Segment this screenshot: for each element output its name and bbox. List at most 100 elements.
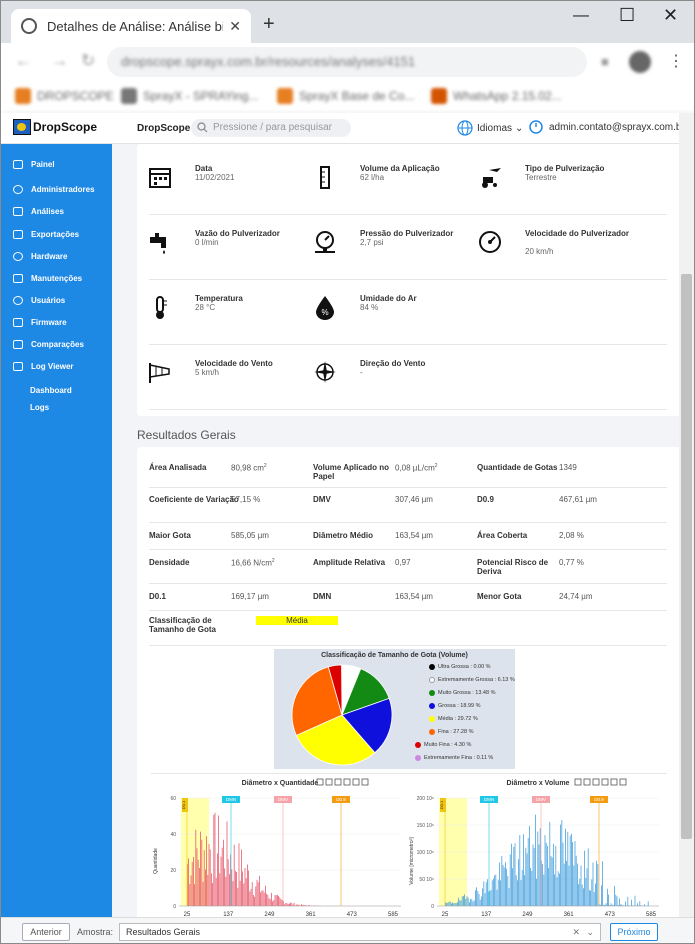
previous-button[interactable]: Anterior	[22, 923, 70, 941]
pie-legend-item[interactable]: Ultra Grossa : 0.00 %	[429, 664, 491, 670]
histogram-bar	[569, 835, 571, 906]
bookmark-item[interactable]: WhatsApp 2.15.02...	[431, 88, 562, 104]
sample-select[interactable]: Resultados Gerais ✕ ⌄	[119, 923, 601, 941]
histogram-bar	[470, 899, 471, 906]
sidebar-item-comparacoes[interactable]: Comparações	[13, 340, 84, 349]
address-bar[interactable]: dropscope.sprayx.com.br/resources/analys…	[107, 47, 587, 77]
divider	[149, 610, 667, 611]
menu-icon[interactable]	[361, 778, 369, 786]
histogram-bar	[245, 878, 247, 906]
histogram-bar	[451, 903, 452, 906]
pie-legend-item[interactable]: Média : 29.72 %	[429, 716, 478, 722]
zoom-in-icon[interactable]	[574, 778, 582, 786]
minimize-icon[interactable]: —	[573, 7, 589, 24]
language-menu[interactable]: Idiomas ⌄	[457, 120, 523, 136]
sidebar-item-log-viewer[interactable]: Log Viewer	[13, 362, 74, 371]
sidebar-item-painel[interactable]: Painel	[13, 160, 55, 169]
histogram-bar	[518, 859, 519, 906]
menu-icon[interactable]: ⋮	[668, 53, 684, 70]
results-card: Área Analisada 80,98 cm2 Volume Aplicado n…	[137, 447, 679, 917]
sidebar-item-label: Manutenções	[31, 274, 83, 283]
sidebar-item-exportacoes[interactable]: Exportações	[13, 230, 79, 239]
histogram-bar	[573, 865, 575, 906]
magnify-icon[interactable]	[592, 778, 600, 786]
sidebar-subitem-logs[interactable]: Logs	[30, 403, 50, 412]
sidebar-item-analises[interactable]: Análises	[13, 207, 64, 216]
histogram-bar	[463, 895, 464, 906]
pie-legend-item[interactable]: Extremamente Grossa : 6.13 %	[429, 677, 515, 683]
histogram-bar	[506, 868, 507, 906]
histogram-bar	[273, 900, 275, 906]
pie-legend-item[interactable]: Grossa : 18.99 %	[429, 703, 481, 709]
calendar-icon	[147, 164, 173, 190]
clear-icon[interactable]: ✕	[572, 927, 580, 937]
sidebar: Painel Administradores Análises Exportaç…	[1, 144, 112, 917]
histogram-bar	[602, 861, 603, 906]
histogram-bar	[577, 863, 578, 906]
sidebar-item-hardware[interactable]: Hardware	[13, 252, 67, 261]
menu-icon[interactable]	[619, 778, 627, 786]
extension-icon[interactable]: ■	[601, 54, 609, 69]
brand-name: DropScope	[33, 120, 98, 134]
sidebar-item-usuarios[interactable]: Usuários	[13, 296, 65, 305]
upload-icon	[13, 230, 23, 239]
result-label: DMN	[313, 592, 332, 601]
result-label: Quantidade de Gotas	[477, 463, 558, 472]
histogram-bar	[524, 875, 525, 906]
next-button[interactable]: Próximo	[610, 923, 658, 941]
forward-icon[interactable]: →	[51, 51, 68, 70]
sidebar-item-administradores[interactable]: Administradores	[13, 185, 95, 194]
x-tick-label: 473	[605, 912, 616, 917]
histogram-bar	[581, 884, 583, 906]
pan-icon[interactable]	[601, 778, 609, 786]
reload-icon[interactable]: ↻	[81, 51, 96, 70]
pie-legend-item[interactable]: Muito Grossa : 13.48 %	[429, 690, 495, 696]
browser-tab[interactable]: Detalhes de Análise: Análise bico ✕	[11, 9, 251, 43]
histogram-bar	[266, 893, 267, 906]
zoom-in-icon[interactable]	[316, 778, 324, 786]
pie-legend-item[interactable]: Fina : 27.28 %	[429, 729, 473, 735]
histogram-bar	[247, 864, 248, 906]
search-input[interactable]: Pressione / para pesquisar	[191, 119, 351, 137]
back-icon[interactable]: ←	[15, 51, 32, 70]
sidebar-item-firmware[interactable]: Firmware	[13, 318, 67, 327]
sidebar-item-manutencoes[interactable]: Manutenções	[13, 274, 82, 283]
home-icon[interactable]	[352, 778, 360, 786]
pie-slice[interactable]	[295, 714, 376, 766]
pie-slice[interactable]	[341, 697, 393, 754]
profile-avatar[interactable]	[629, 51, 651, 73]
histogram-bar	[479, 899, 481, 906]
close-window-icon[interactable]: ✕	[663, 5, 679, 25]
histogram-bar	[560, 824, 561, 906]
speedometer-icon	[477, 229, 503, 255]
y-tick-label: 150 10⁶	[417, 823, 434, 829]
x-tick-label: 585	[388, 912, 399, 917]
histogram-bar	[537, 831, 539, 906]
home-icon[interactable]	[610, 778, 618, 786]
bookmark-item[interactable]: DROPSCOPE	[15, 88, 114, 104]
bookmark-item[interactable]: SprayX - SPRAYing...	[121, 88, 258, 104]
y-axis-label: Quantidade	[153, 848, 159, 874]
humidity-drop-icon: %	[312, 294, 338, 320]
user-menu[interactable]: admin.contato@sprayx.com.br⌄	[529, 120, 694, 134]
brand-logo[interactable]: DropScope	[13, 119, 97, 135]
new-tab-icon[interactable]: +	[263, 13, 275, 35]
sidebar-subitem-dashboard[interactable]: Dashboard	[30, 386, 72, 395]
zoom-out-icon[interactable]	[583, 778, 591, 786]
pie-slice[interactable]	[291, 666, 343, 736]
maximize-icon[interactable]: ☐	[619, 5, 636, 25]
pan-icon[interactable]	[343, 778, 351, 786]
zoom-out-icon[interactable]	[325, 778, 333, 786]
pie-legend-item[interactable]: Extremamente Fina : 0.11 %	[415, 755, 493, 761]
y-tick-label: 0	[173, 904, 176, 910]
pie-legend-item[interactable]: Muito Fina : 4.30 %	[415, 742, 471, 748]
bookmark-item[interactable]: SprayX Base de Co...	[277, 88, 414, 104]
histogram-bar	[509, 854, 511, 906]
close-tab-icon[interactable]: ✕	[229, 17, 241, 34]
histogram-bar	[481, 896, 482, 906]
histogram-bar	[211, 873, 212, 906]
magnify-icon[interactable]	[334, 778, 342, 786]
parameter-label: Pressão do Pulverizador	[360, 229, 454, 238]
scrollbar-thumb[interactable]	[681, 274, 692, 839]
